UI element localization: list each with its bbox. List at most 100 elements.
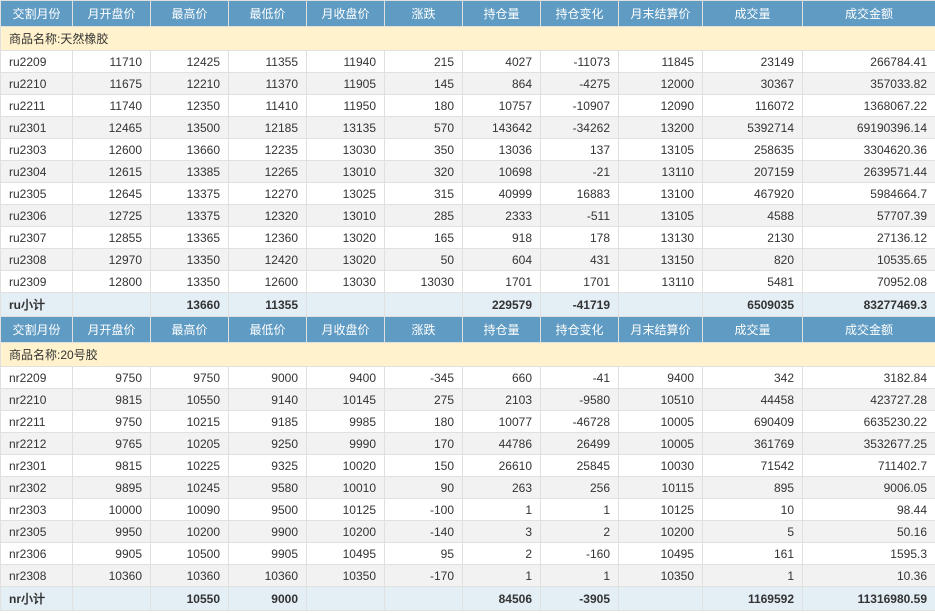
contract-cell: ru2307 — [1, 227, 73, 249]
value-cell: 13350 — [151, 271, 229, 293]
table-row: nr22119750102159185998518010077-46728100… — [1, 411, 935, 433]
subtotal-value — [73, 587, 151, 611]
value-cell: 320 — [385, 161, 463, 183]
value-cell: 10005 — [619, 411, 703, 433]
subtotal-value — [307, 587, 385, 611]
subtotal-value — [619, 587, 703, 611]
table-row: nr230810360103601036010350-1701110350110… — [1, 565, 935, 587]
table-row: ru221011675122101137011905145864-4275120… — [1, 73, 935, 95]
contract-cell: nr2301 — [1, 455, 73, 477]
col-header: 涨跌 — [385, 1, 463, 27]
value-cell: 431 — [541, 249, 619, 271]
value-cell: 357033.82 — [803, 73, 935, 95]
value-cell: 165 — [385, 227, 463, 249]
value-cell: 11355 — [229, 51, 307, 73]
value-cell: 11905 — [307, 73, 385, 95]
col-header: 最高价 — [151, 317, 229, 343]
table-row: nr22129765102059250999017044786264991000… — [1, 433, 935, 455]
value-cell: 11940 — [307, 51, 385, 73]
value-cell: 12615 — [73, 161, 151, 183]
value-cell: 9985 — [307, 411, 385, 433]
value-cell: 690409 — [703, 411, 803, 433]
value-cell: 9990 — [307, 433, 385, 455]
table-row: ru23091280013350126001303013030170117011… — [1, 271, 935, 293]
value-cell: 9750 — [73, 367, 151, 389]
value-cell: -140 — [385, 521, 463, 543]
table-row: ru22111174012350114101195018010757-10907… — [1, 95, 935, 117]
value-cell: 10200 — [151, 521, 229, 543]
value-cell: 10005 — [619, 433, 703, 455]
value-cell: 9750 — [73, 411, 151, 433]
col-header: 成交金额 — [803, 317, 935, 343]
col-header: 成交金额 — [803, 1, 935, 27]
value-cell: 23149 — [703, 51, 803, 73]
value-cell: 10205 — [151, 433, 229, 455]
subtotal-value — [619, 293, 703, 317]
contract-cell: nr2212 — [1, 433, 73, 455]
value-cell: 10125 — [307, 499, 385, 521]
value-cell: -41 — [541, 367, 619, 389]
value-cell: 12360 — [229, 227, 307, 249]
value-cell: 50 — [385, 249, 463, 271]
subtotal-value: -3905 — [541, 587, 619, 611]
value-cell: 10350 — [307, 565, 385, 587]
value-cell: 10360 — [229, 565, 307, 587]
value-cell: 10090 — [151, 499, 229, 521]
value-cell: 9400 — [307, 367, 385, 389]
value-cell: 13030 — [307, 271, 385, 293]
table-row: nr23029895102459580100109026325610115895… — [1, 477, 935, 499]
value-cell: 13375 — [151, 183, 229, 205]
value-cell: 256 — [541, 477, 619, 499]
value-cell: -10907 — [541, 95, 619, 117]
value-cell: 13020 — [307, 227, 385, 249]
subtotal-value: 6509035 — [703, 293, 803, 317]
value-cell: 27136.12 — [803, 227, 935, 249]
value-cell: 9815 — [73, 455, 151, 477]
value-cell: 9900 — [229, 521, 307, 543]
value-cell: 864 — [463, 73, 541, 95]
contract-cell: nr2306 — [1, 543, 73, 565]
value-cell: 12320 — [229, 205, 307, 227]
value-cell: -34262 — [541, 117, 619, 139]
col-header: 月开盘价 — [73, 317, 151, 343]
value-cell: 9750 — [151, 367, 229, 389]
contract-cell: ru2303 — [1, 139, 73, 161]
contract-cell: ru2306 — [1, 205, 73, 227]
value-cell: 12235 — [229, 139, 307, 161]
value-cell: 9815 — [73, 389, 151, 411]
subtotal-value — [385, 587, 463, 611]
value-cell: 13025 — [307, 183, 385, 205]
value-cell: 13150 — [619, 249, 703, 271]
value-cell: 2 — [463, 543, 541, 565]
value-cell: 10500 — [151, 543, 229, 565]
value-cell: 12800 — [73, 271, 151, 293]
value-cell: 161 — [703, 543, 803, 565]
table-row: nr22099750975090009400-345660-4194003423… — [1, 367, 935, 389]
col-header: 持仓变化 — [541, 317, 619, 343]
col-header: 成交量 — [703, 317, 803, 343]
value-cell: 2 — [541, 521, 619, 543]
value-cell: 170 — [385, 433, 463, 455]
value-cell: 10125 — [619, 499, 703, 521]
contract-cell: nr2209 — [1, 367, 73, 389]
value-cell: -4275 — [541, 73, 619, 95]
value-cell: 70952.08 — [803, 271, 935, 293]
value-cell: 10550 — [151, 389, 229, 411]
col-header: 最低价 — [229, 1, 307, 27]
subtotal-value: 83277469.3 — [803, 293, 935, 317]
value-cell: 10030 — [619, 455, 703, 477]
col-header: 月开盘价 — [73, 1, 151, 27]
subtotal-label: nr小计 — [1, 587, 73, 611]
value-cell: 9185 — [229, 411, 307, 433]
subtotal-value: 10550 — [151, 587, 229, 611]
value-cell: 1 — [541, 565, 619, 587]
subtotal-label: ru小计 — [1, 293, 73, 317]
value-cell: 13100 — [619, 183, 703, 205]
value-cell: 13375 — [151, 205, 229, 227]
value-cell: 9325 — [229, 455, 307, 477]
subtotal-value: 229579 — [463, 293, 541, 317]
value-cell: 3532677.25 — [803, 433, 935, 455]
value-cell: 5392714 — [703, 117, 803, 139]
contract-cell: ru2305 — [1, 183, 73, 205]
group-row: 商品名称:天然橡胶 — [1, 27, 935, 51]
